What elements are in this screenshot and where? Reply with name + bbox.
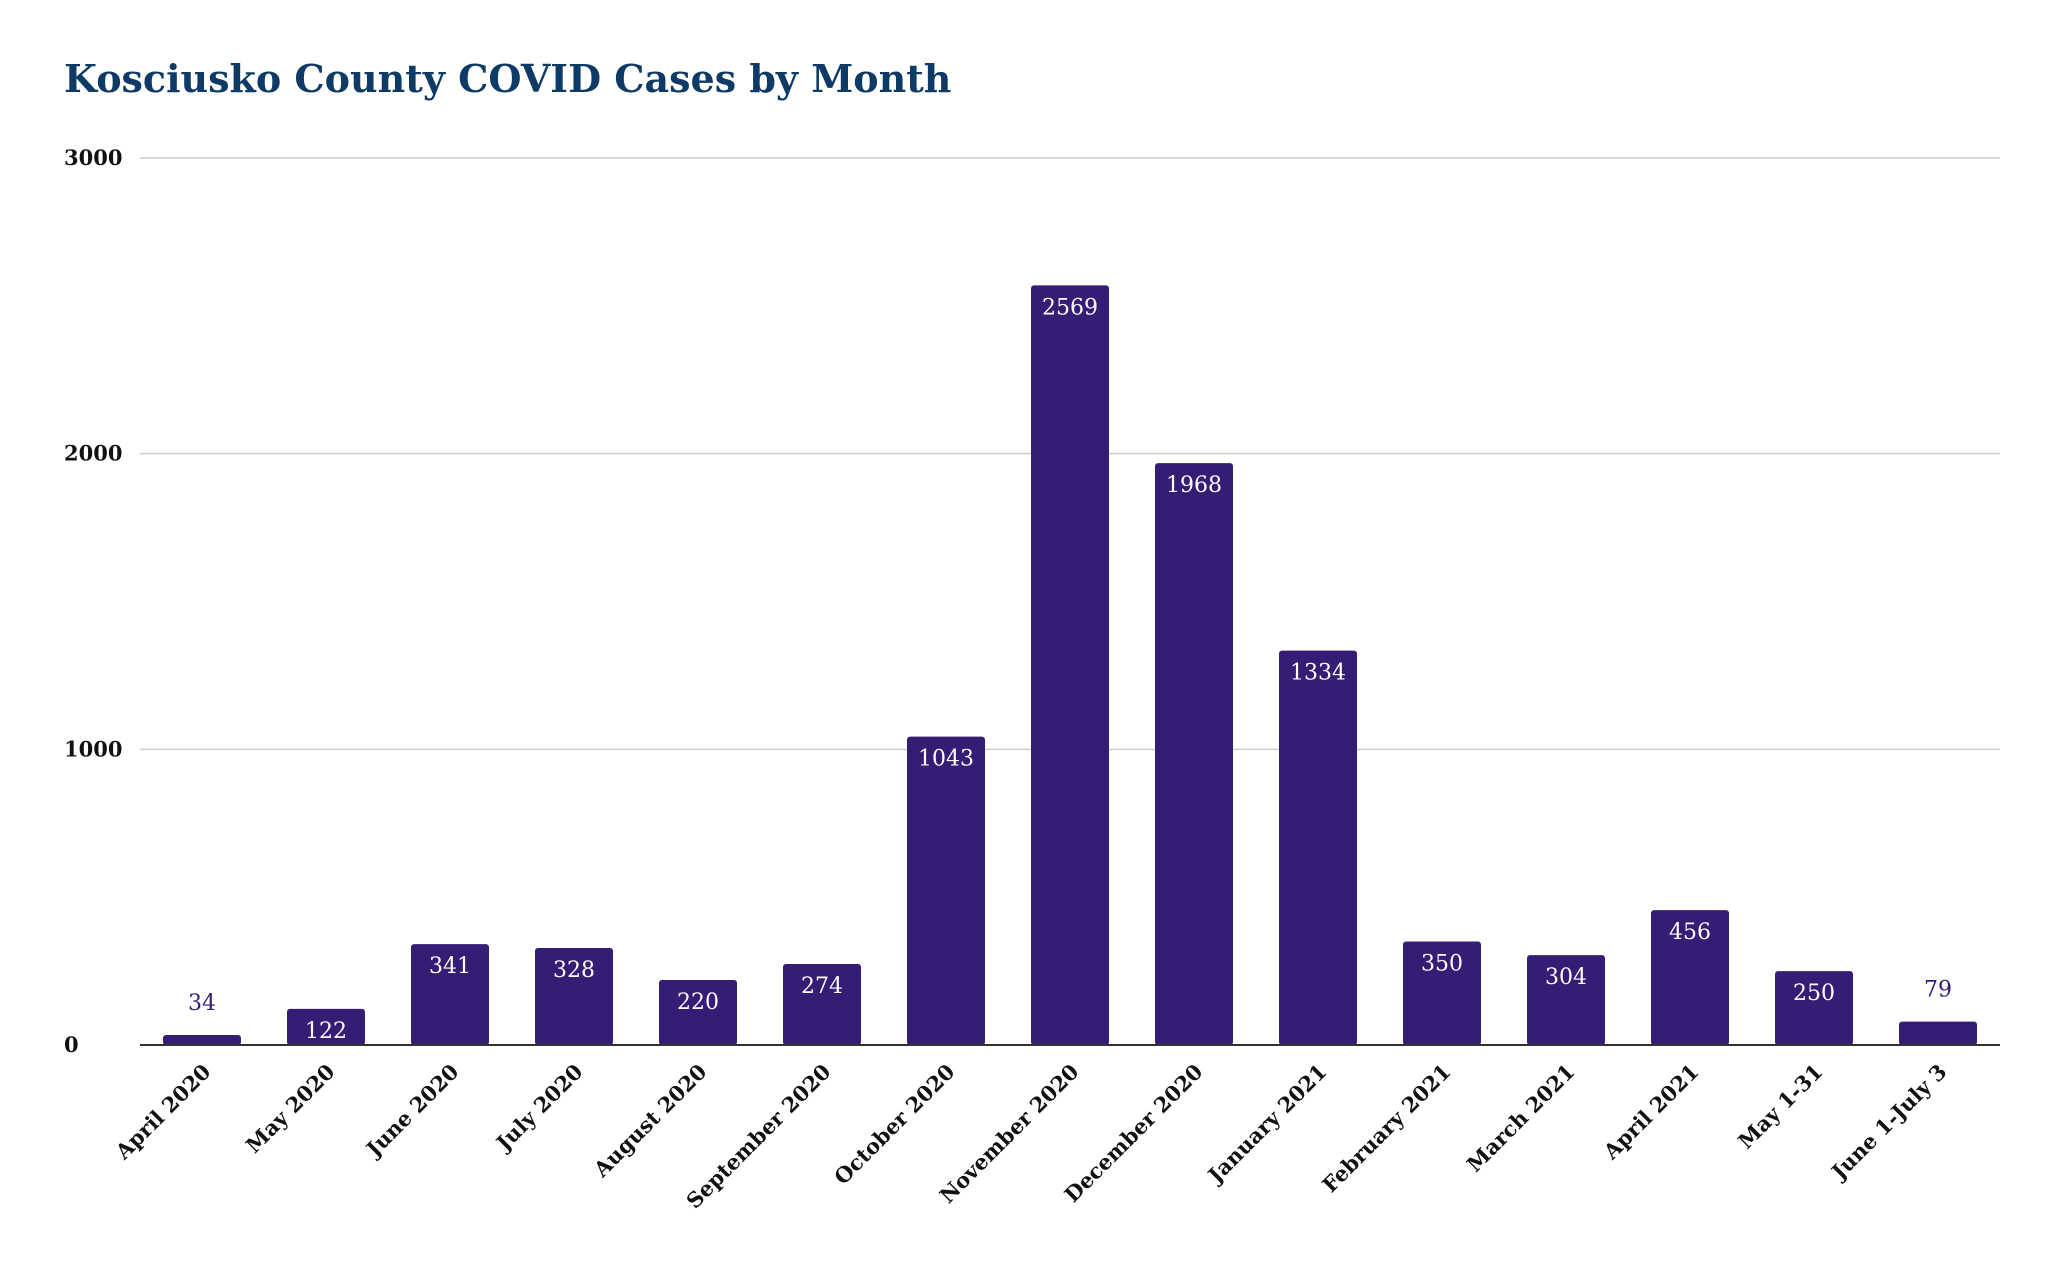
bar	[659, 979, 737, 1045]
bar	[1403, 941, 1481, 1045]
data-label: 1968	[1166, 473, 1222, 498]
bar	[535, 948, 613, 1045]
x-category-label: December 2020	[1059, 1059, 1207, 1207]
data-label: 456	[1669, 920, 1711, 945]
data-label: 250	[1793, 981, 1835, 1006]
bar	[1155, 463, 1233, 1045]
y-tick-label: 0	[64, 1032, 79, 1057]
bars	[163, 285, 1977, 1045]
x-category-label: August 2020	[588, 1059, 712, 1183]
bar	[1527, 955, 1605, 1045]
bar	[907, 736, 985, 1045]
data-label: 79	[1924, 978, 1952, 1003]
x-category-label: February 2021	[1317, 1059, 1455, 1197]
x-category-label: January 2021	[1202, 1059, 1332, 1189]
x-category-label: May 1-31	[1733, 1059, 1828, 1154]
data-label: 274	[801, 974, 843, 999]
y-tick-label: 1000	[64, 736, 122, 761]
data-label: 1334	[1290, 661, 1346, 686]
x-category-label: July 2020	[490, 1059, 588, 1157]
bar	[1651, 910, 1729, 1045]
data-label: 350	[1421, 952, 1463, 977]
x-category-label: May 2020	[241, 1059, 340, 1158]
x-category-label: November 2020	[934, 1059, 1083, 1208]
data-label: 328	[553, 958, 595, 983]
bar	[783, 963, 861, 1045]
x-category-label: March 2021	[1462, 1059, 1580, 1177]
bar	[411, 944, 489, 1045]
bar	[1279, 650, 1357, 1045]
x-axis-categories: April 2020 May 2020 June 2020 July 2020 Augu…	[110, 1059, 1952, 1213]
data-label: 2569	[1042, 295, 1098, 320]
x-category-label: June 2020	[360, 1059, 464, 1163]
bar	[1031, 285, 1109, 1045]
x-category-label: April 2020	[110, 1059, 216, 1165]
y-axis-ticks: 0 1000 2000 3000	[64, 145, 122, 1057]
x-category-label: April 2021	[1598, 1059, 1704, 1165]
bar	[163, 1034, 241, 1045]
data-label: 1043	[918, 747, 974, 772]
data-labels: 34 122 341 328 220 274 1043 2569 1968 1334 350 304 4…	[188, 295, 1952, 1043]
x-category-label: June 1-July 3	[1825, 1059, 1951, 1185]
y-tick-label: 3000	[64, 145, 122, 170]
data-label: 122	[305, 1019, 347, 1044]
y-tick-label: 2000	[64, 441, 122, 466]
x-category-label: October 2020	[829, 1059, 960, 1190]
data-label: 341	[429, 954, 471, 979]
data-label: 34	[188, 991, 216, 1016]
chart-title: Kosciusko County COVID Cases by Month	[64, 56, 952, 101]
data-label: 220	[677, 990, 719, 1015]
bar	[287, 1008, 365, 1045]
bar	[1775, 971, 1853, 1045]
bar	[1899, 1021, 1977, 1045]
data-label: 304	[1545, 965, 1587, 990]
